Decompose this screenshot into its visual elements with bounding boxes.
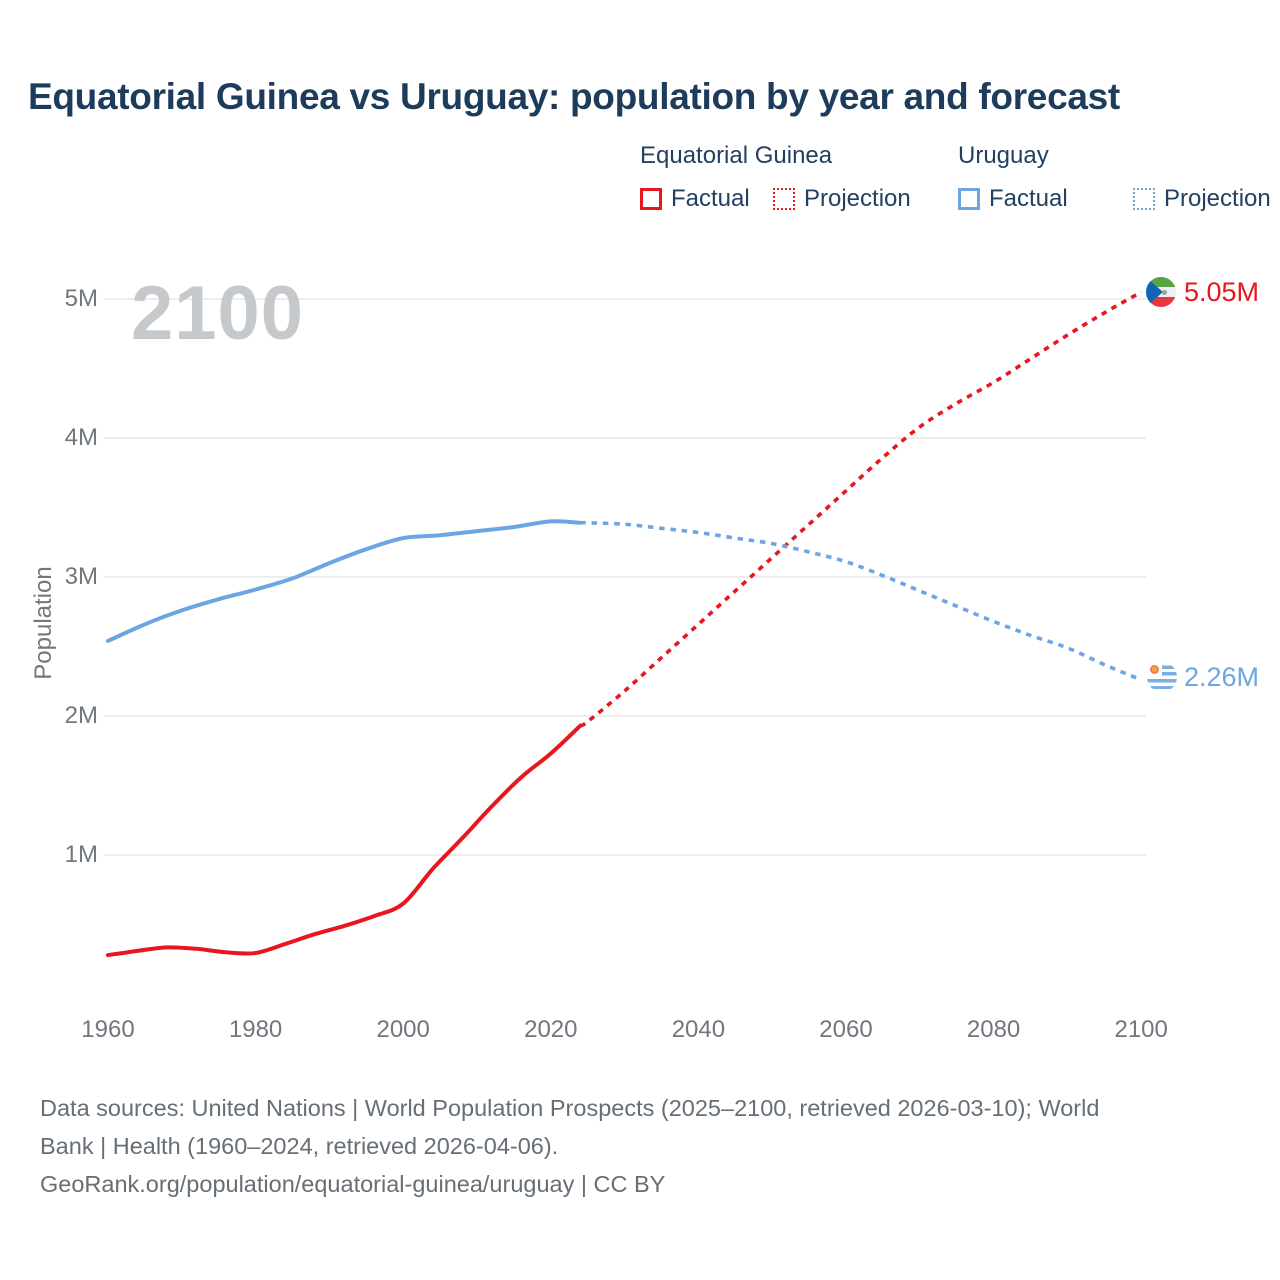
legend-item-uy-factual: Factual xyxy=(958,185,1068,213)
data-sources-footer: Data sources: United Nations | World Pop… xyxy=(40,1089,1099,1203)
x-tick-label: 2100 xyxy=(1114,1016,1168,1043)
legend-label: Factual xyxy=(671,185,750,212)
footer-line: GeoRank.org/population/equatorial-guinea… xyxy=(40,1171,666,1197)
y-tick-label: 4M xyxy=(64,424,98,451)
legend-item-eg-factual: Factual xyxy=(640,185,750,213)
eg-factual-swatch-icon xyxy=(640,188,662,210)
legend-group-uruguay: Uruguay xyxy=(958,142,1049,169)
eg-flag-emblem xyxy=(1162,290,1167,295)
equatorial-guinea-flag-icon xyxy=(1146,277,1176,307)
series-factual-equatorial-guinea xyxy=(106,723,583,958)
legend-item-eg-projection: Projection xyxy=(773,185,911,213)
uy-flag-sun-icon xyxy=(1150,664,1159,674)
x-tick-label: 2080 xyxy=(966,1016,1021,1043)
footer-line: Data sources: United Nations | World Pop… xyxy=(40,1095,1100,1121)
page-title: Equatorial Guinea vs Uruguay: population… xyxy=(28,76,1120,117)
x-tick-label: 1960 xyxy=(81,1016,135,1043)
year-watermark: 2100 xyxy=(131,271,305,356)
legend-item-uy-projection: Projection xyxy=(1133,185,1271,213)
x-tick-label: 2060 xyxy=(819,1016,873,1043)
series-projection-equatorial-guinea xyxy=(579,290,1143,728)
y-tick-label: 5M xyxy=(64,285,98,312)
x-tick-label: 2020 xyxy=(524,1016,578,1043)
x-tick-label: 1980 xyxy=(228,1016,283,1043)
y-tick-label: 2M xyxy=(64,702,98,729)
eg-end-value-label: 5.05M xyxy=(1184,277,1260,307)
legend-label: Factual xyxy=(989,185,1068,212)
series-factual-uruguay xyxy=(106,519,583,643)
x-tick-label: 2000 xyxy=(376,1016,430,1043)
uruguay-flag-icon xyxy=(1147,662,1177,692)
eg-projection-swatch-icon xyxy=(773,188,795,210)
uy-end-value-label: 2.26M xyxy=(1184,662,1260,692)
uy-projection-swatch-icon xyxy=(1133,188,1155,210)
legend-label: Projection xyxy=(804,185,911,212)
y-tick-label: 3M xyxy=(64,563,98,590)
series-projection-uruguay xyxy=(580,520,1142,682)
uy-factual-swatch-icon xyxy=(958,188,980,210)
footer-line: Bank | Health (1960–2024, retrieved 2026… xyxy=(40,1133,559,1159)
legend-label: Projection xyxy=(1164,185,1271,212)
x-tick-label: 2040 xyxy=(671,1016,726,1043)
y-tick-label: 1M xyxy=(64,841,98,868)
legend-group-equatorial-guinea: Equatorial Guinea xyxy=(640,142,833,169)
